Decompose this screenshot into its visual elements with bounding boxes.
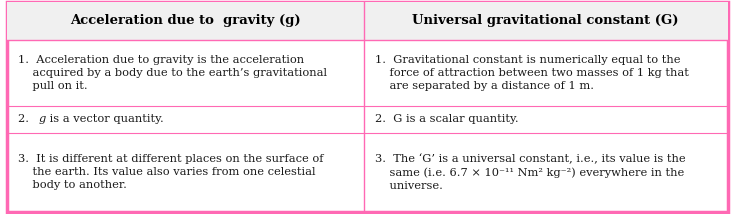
Text: is a vector quantity.: is a vector quantity. xyxy=(46,114,164,124)
Bar xyxy=(7,2,364,40)
Text: g: g xyxy=(38,114,46,124)
Text: 3.  The ‘G’ is a universal constant, i.e., its value is the
    same (i.e. 6.7 ×: 3. The ‘G’ is a universal constant, i.e.… xyxy=(375,153,686,191)
Text: 3.  It is different at different places on the surface of
    the earth. Its val: 3. It is different at different places o… xyxy=(18,154,324,190)
Text: 1.  Acceleration due to gravity is the acceleration
    acquired by a body due t: 1. Acceleration due to gravity is the ac… xyxy=(18,55,327,91)
Text: 2.  G is a scalar quantity.: 2. G is a scalar quantity. xyxy=(375,114,518,124)
Text: Acceleration due to  gravity (g): Acceleration due to gravity (g) xyxy=(71,14,301,27)
Text: 2.: 2. xyxy=(18,114,37,124)
Bar xyxy=(364,2,728,40)
Text: Universal gravitational constant (G): Universal gravitational constant (G) xyxy=(412,14,679,27)
Text: 1.  Gravitational constant is numerically equal to the
    force of attraction b: 1. Gravitational constant is numerically… xyxy=(375,55,689,91)
